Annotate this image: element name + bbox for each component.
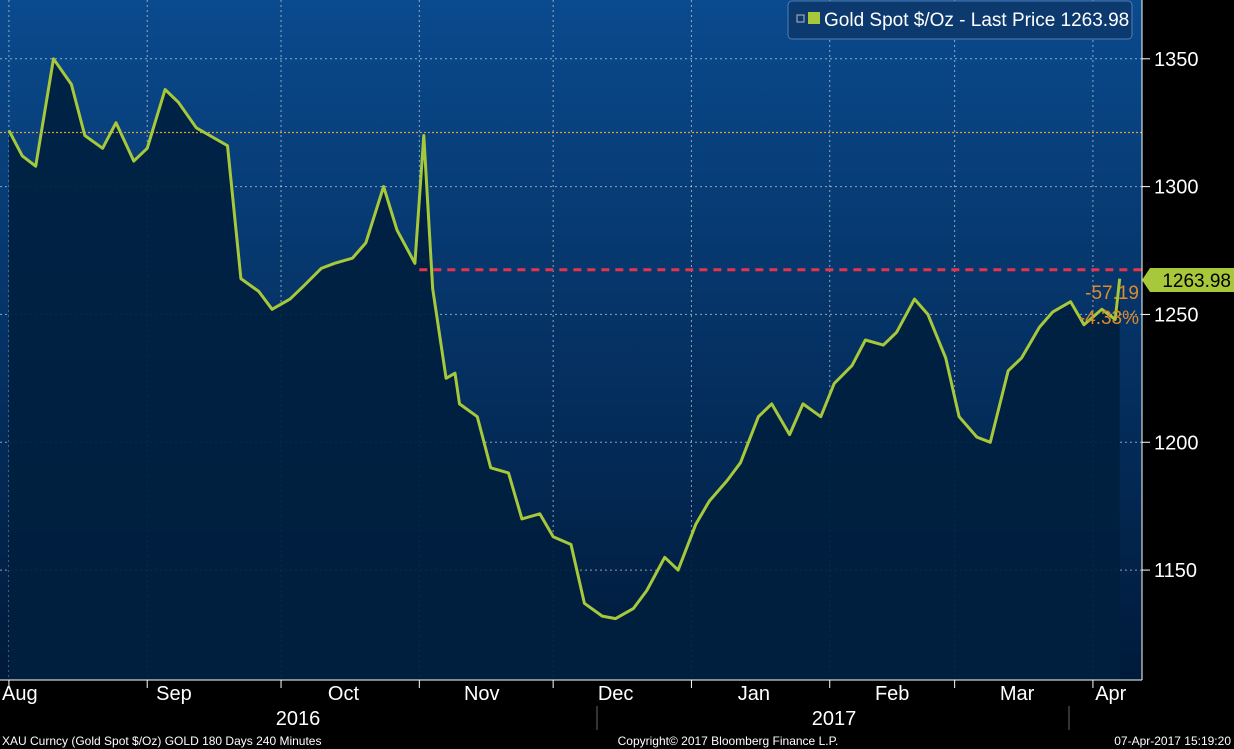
x-tick-label: Sep bbox=[156, 683, 192, 705]
change-percent-label: -4.33% bbox=[1079, 308, 1139, 329]
last-price-tag: 1263.98 bbox=[1142, 268, 1234, 292]
y-tick-label: 1150 bbox=[1154, 560, 1197, 582]
x-tick-label: Dec bbox=[598, 683, 634, 705]
legend-toggle-icon[interactable] bbox=[796, 14, 805, 23]
year-label-2017: 2017 bbox=[812, 708, 857, 730]
x-tick-label: Aug bbox=[2, 683, 38, 705]
year-label-2016: 2016 bbox=[276, 708, 321, 730]
last-price-label: 1263.98 bbox=[1162, 271, 1231, 292]
axis-panel-right bbox=[1142, 0, 1234, 680]
price-area bbox=[8, 58, 1120, 681]
footer-left: XAU Curncy (Gold Spot $/Oz) GOLD 180 Day… bbox=[2, 734, 321, 748]
y-axis-ticks: 1150 1200 1250 1300 1350 bbox=[1142, 49, 1199, 582]
x-tick-label: Oct bbox=[328, 683, 360, 705]
y-tick-label: 1200 bbox=[1154, 432, 1199, 454]
x-tick-label: Feb bbox=[875, 683, 909, 705]
y-tick-label: 1250 bbox=[1154, 304, 1199, 326]
price-line bbox=[7, 57, 1122, 621]
y-tick-label: 1300 bbox=[1154, 177, 1199, 199]
change-value-label: -57.19 bbox=[1085, 283, 1139, 304]
footer-right: 07-Apr-2017 15:19:20 bbox=[1114, 734, 1231, 748]
footer-center: Copyright© 2017 Bloomberg Finance L.P. bbox=[618, 734, 839, 748]
legend-swatch bbox=[808, 12, 820, 24]
axis-panel-bottom bbox=[0, 680, 1234, 749]
x-axis-ticks: Aug Sep Oct Nov Dec Jan Feb Mar Apr bbox=[2, 680, 1127, 705]
legend-label: Gold Spot $/Oz - Last Price 1263.98 bbox=[824, 10, 1129, 31]
x-tick-label: Mar bbox=[1000, 683, 1035, 705]
y-tick-label: 1350 bbox=[1154, 49, 1199, 71]
x-tick-label: Nov bbox=[464, 683, 500, 705]
x-tick-label: Apr bbox=[1095, 683, 1126, 705]
x-tick-label: Jan bbox=[738, 683, 770, 705]
legend-box: Gold Spot $/Oz - Last Price 1263.98 bbox=[787, 0, 1133, 40]
